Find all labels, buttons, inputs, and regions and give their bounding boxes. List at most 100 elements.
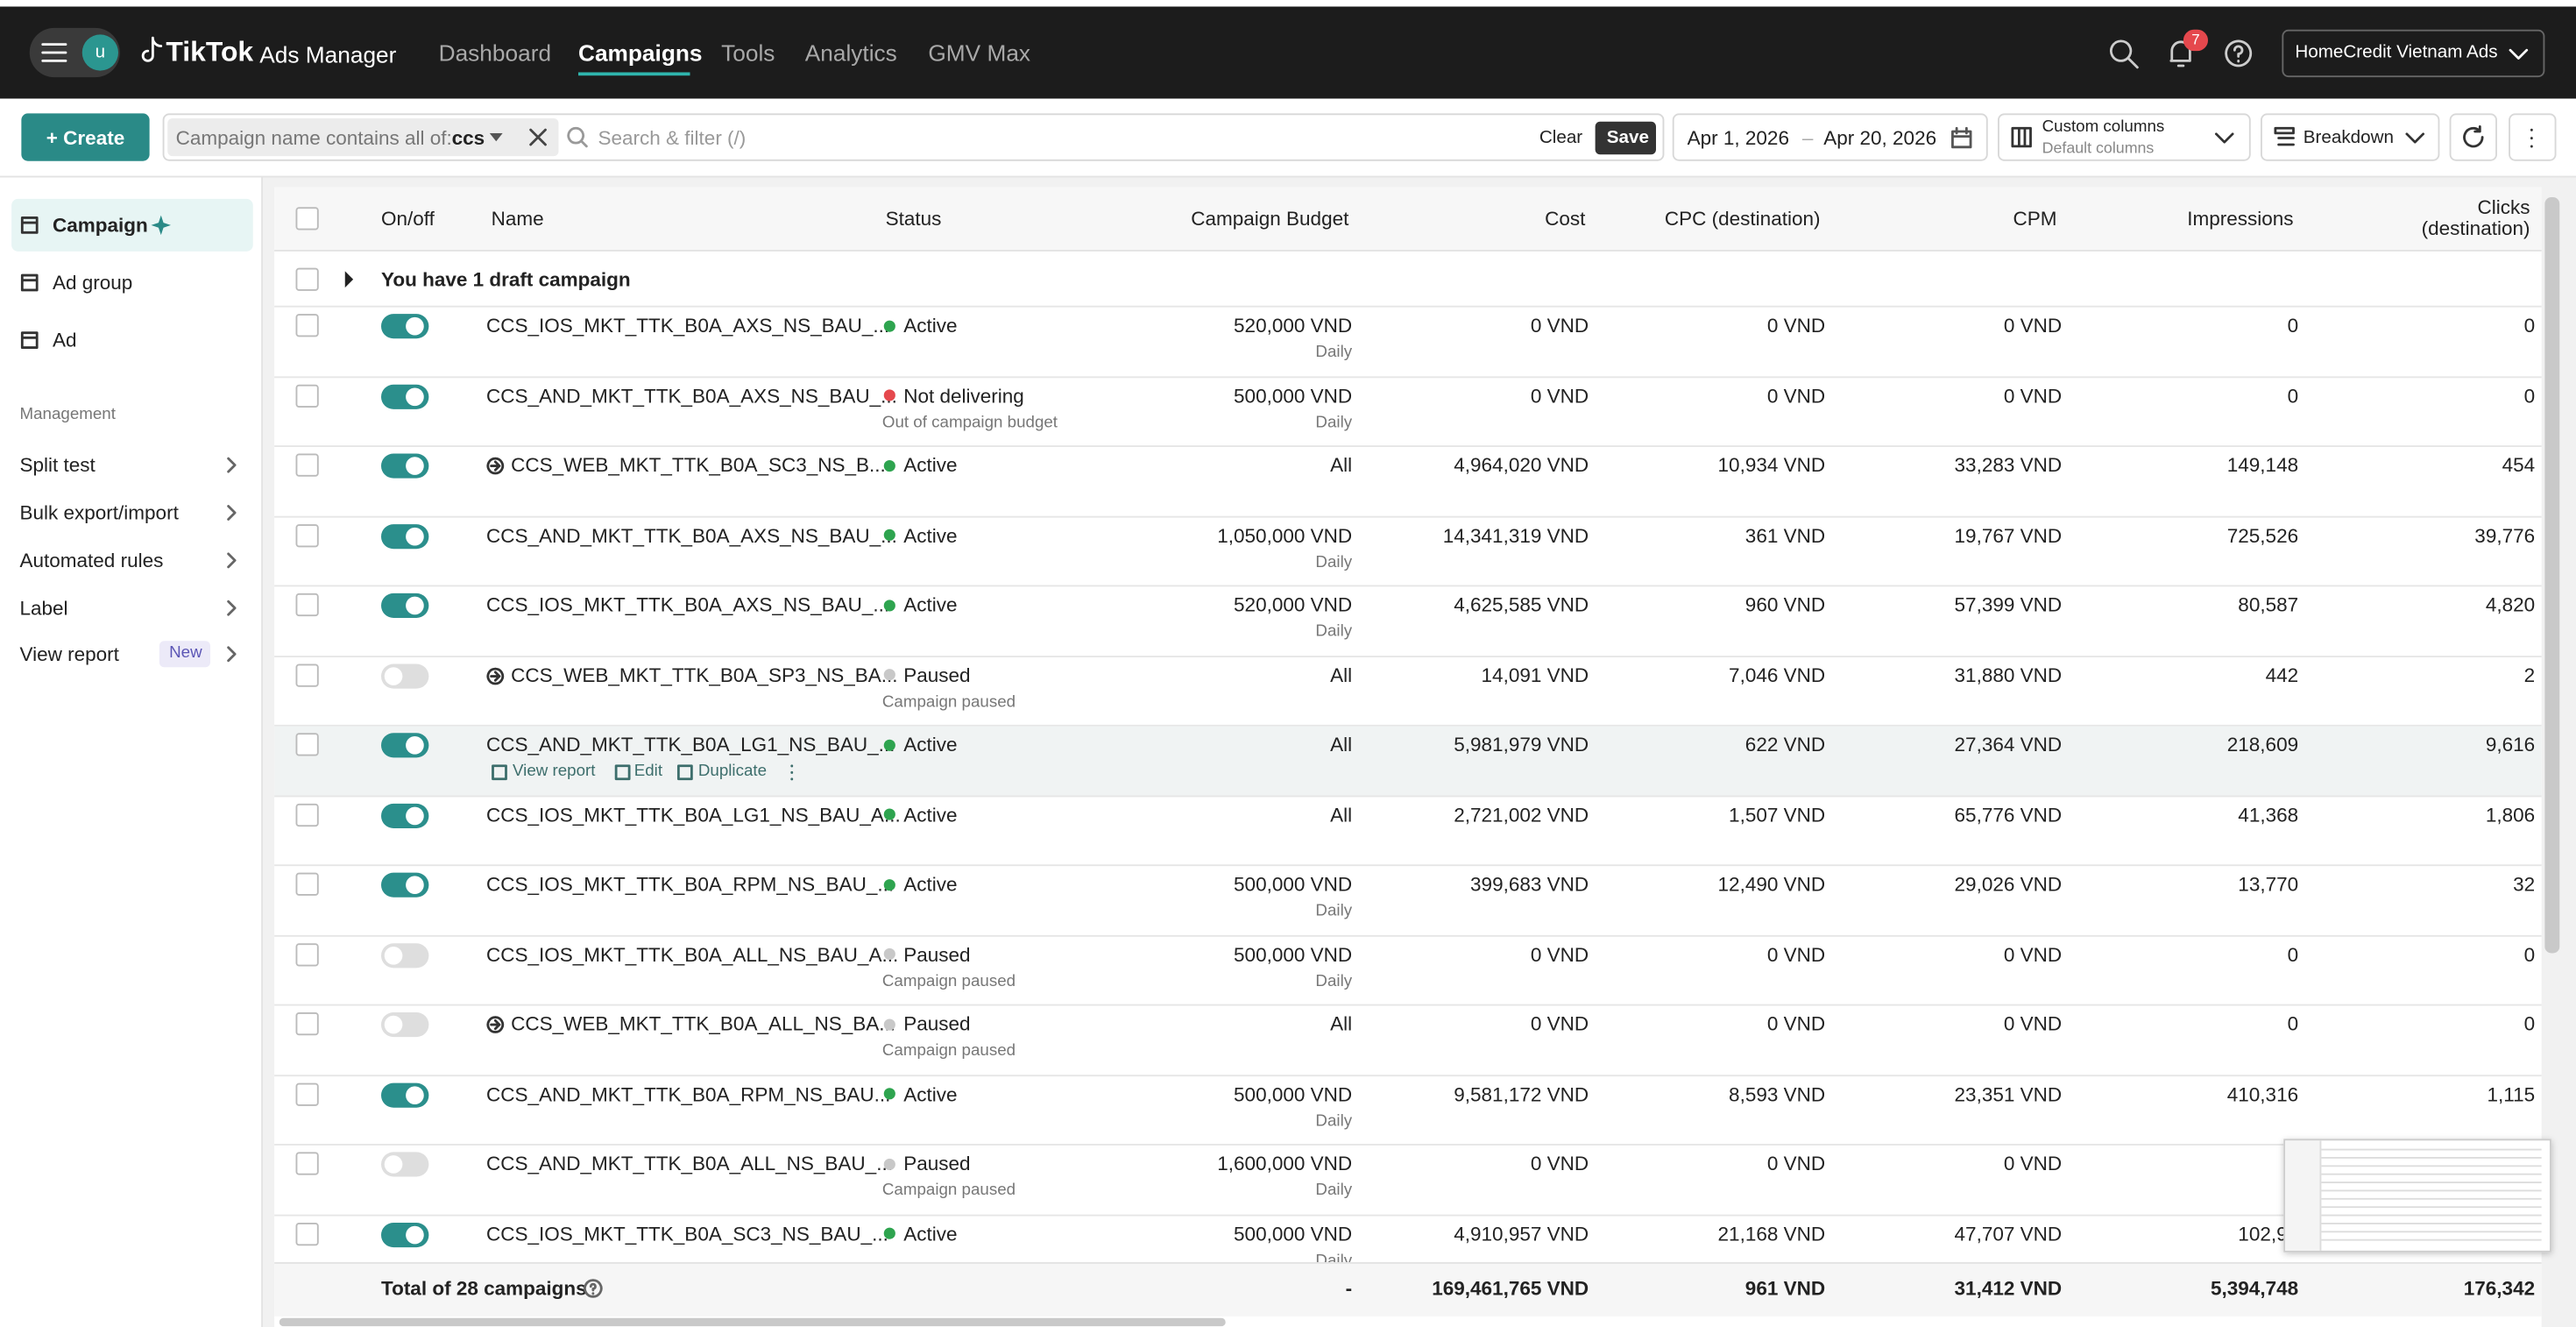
status: Active: [903, 872, 958, 896]
search-field-icon: [567, 126, 588, 148]
campaign-name[interactable]: CCS_IOS_MKT_TTK_B0A_ALL_NS_BAU_A...: [486, 942, 899, 966]
filter-box[interactable]: [162, 113, 1665, 161]
campaign-name[interactable]: CCS_WEB_MKT_TTK_B0A_SP3_NS_BA...: [511, 663, 898, 686]
nav-item[interactable]: Tools: [721, 39, 775, 66]
campaign-name[interactable]: CCS_AND_MKT_TTK_B0A_RPM_NS_BAU...: [486, 1082, 891, 1105]
campaign-name[interactable]: CCS_IOS_MKT_TTK_B0A_SC3_NS_BAU_...: [486, 1222, 888, 1245]
metric-cpc: 960 VND: [1744, 593, 1826, 617]
campaign-name[interactable]: CCS_AND_MKT_TTK_B0A_LG1_NS_BAU_...: [486, 733, 895, 756]
action-icon-shape: [614, 764, 631, 781]
metric-cost: 4,910,957 VND: [1454, 1222, 1589, 1245]
column-header[interactable]: Status: [885, 207, 942, 231]
column-header[interactable]: Impressions: [2187, 207, 2294, 231]
account-selector[interactable]: [2282, 29, 2545, 78]
budget-period: Daily: [1315, 1251, 1353, 1262]
level-item[interactable]: Ad: [53, 329, 77, 352]
column-header[interactable]: Cost: [1545, 207, 1586, 231]
row-checkbox[interactable]: [295, 1012, 319, 1036]
management-item[interactable]: View report: [19, 642, 119, 666]
nav-item[interactable]: GMV Max: [928, 39, 1031, 66]
management-item[interactable]: Split test: [19, 453, 96, 477]
row-action[interactable]: View report: [513, 763, 596, 781]
refresh-icon[interactable]: [2461, 124, 2486, 150]
management-item[interactable]: Automated rules: [19, 549, 164, 572]
row-checkbox[interactable]: [295, 207, 319, 231]
campaign-name[interactable]: CCS_AND_MKT_TTK_B0A_ALL_NS_BAU_...: [486, 1152, 893, 1175]
clear-button[interactable]: Clear: [1539, 128, 1583, 148]
metric-cpc: 0 VND: [1766, 942, 1826, 966]
menu-icon[interactable]: [41, 41, 67, 64]
expand-caret[interactable]: [343, 271, 355, 288]
level-item[interactable]: Campaign: [53, 213, 148, 237]
column-header[interactable]: Campaign Budget: [1191, 207, 1349, 231]
column-header[interactable]: CPC (destination): [1664, 207, 1821, 231]
campaign-name[interactable]: CCS_AND_MKT_TTK_B0A_AXS_NS_BAU_...: [486, 523, 897, 547]
bell-icon[interactable]: [2165, 38, 2197, 69]
column-header[interactable]: CPM: [2013, 207, 2057, 231]
date-range[interactable]: [1672, 113, 1988, 161]
chip-dropdown[interactable]: [489, 132, 503, 143]
tiktok-logo-shape: [141, 36, 163, 62]
row-checkbox[interactable]: [295, 1082, 319, 1105]
row-checkbox[interactable]: [295, 453, 319, 477]
campaign-name[interactable]: CCS_IOS_MKT_TTK_B0A_LG1_NS_BAU_A...: [486, 802, 901, 827]
nav-item[interactable]: Analytics: [804, 39, 897, 66]
row-checkbox[interactable]: [295, 872, 319, 896]
status: Active: [903, 453, 958, 477]
row-checkbox[interactable]: [295, 593, 319, 617]
campaign-name[interactable]: CCS_IOS_MKT_TTK_B0A_RPM_NS_BAU_...: [486, 872, 895, 896]
status: Active: [903, 593, 958, 617]
campaign-name[interactable]: CCS_IOS_MKT_TTK_B0A_AXS_NS_BAU_...: [486, 593, 890, 617]
column-header[interactable]: On/off: [381, 207, 435, 231]
menu-icon-shape: [41, 43, 67, 62]
chip-remove[interactable]: [529, 128, 548, 146]
avatar[interactable]: u: [81, 34, 118, 71]
campaign-name[interactable]: CCS_WEB_MKT_TTK_B0A_ALL_NS_BA...: [511, 1012, 896, 1036]
row-checkbox[interactable]: [295, 267, 319, 291]
campaign-row: [274, 936, 2542, 1006]
refresh-button[interactable]: [2449, 113, 2497, 161]
row-more[interactable]: [789, 764, 796, 781]
column-header[interactable]: Name: [491, 207, 544, 231]
row-action[interactable]: Edit: [633, 763, 663, 781]
web-campaign-icon: [486, 457, 505, 475]
campaign-row: [274, 726, 2542, 797]
row-checkbox[interactable]: [295, 802, 319, 827]
campaign-budget: 500,000 VND: [1234, 1222, 1353, 1245]
row-checkbox[interactable]: [295, 1222, 319, 1245]
row-checkbox[interactable]: [295, 383, 319, 408]
breakdown-button[interactable]: [2261, 113, 2440, 161]
row-checkbox[interactable]: [295, 733, 319, 756]
campaign-name[interactable]: CCS_WEB_MKT_TTK_B0A_SC3_NS_B...: [511, 453, 886, 477]
campaign-name[interactable]: CCS_IOS_MKT_TTK_B0A_AXS_NS_BAU_...: [486, 314, 890, 337]
chevron-down-icon: [2214, 132, 2234, 144]
campaign-name[interactable]: CCS_AND_MKT_TTK_B0A_AXS_NS_BAU_...: [486, 383, 897, 408]
campaign-budget: 500,000 VND: [1234, 383, 1353, 408]
more-button[interactable]: [2509, 113, 2557, 161]
create-button[interactable]: [21, 113, 150, 161]
metric-cpm: 0 VND: [2003, 383, 2063, 408]
save-button[interactable]: [1595, 121, 1656, 155]
thumbnail-line: [2295, 1157, 2542, 1159]
search-placeholder[interactable]: Search & filter (/): [598, 126, 747, 150]
search-icon[interactable]: [2108, 38, 2140, 69]
custom-columns[interactable]: [1998, 113, 2251, 161]
column-header[interactable]: Clicks (destination): [2421, 195, 2530, 240]
management-item[interactable]: Label: [19, 596, 68, 620]
campaign-budget: 500,000 VND: [1234, 942, 1353, 966]
info-icon[interactable]: [584, 1279, 604, 1299]
level-item[interactable]: Ad group: [53, 271, 133, 294]
nav-item[interactable]: Campaigns: [578, 39, 703, 66]
help-icon[interactable]: [2223, 38, 2254, 69]
row-action[interactable]: Duplicate: [697, 763, 768, 781]
management-item[interactable]: Bulk export/import: [19, 500, 179, 525]
chevron-icon-shape: [227, 457, 237, 473]
nav-item[interactable]: Dashboard: [438, 39, 552, 66]
row-checkbox[interactable]: [295, 663, 319, 686]
row-checkbox[interactable]: [295, 314, 319, 337]
row-checkbox[interactable]: [295, 942, 319, 966]
metric-cost: 0 VND: [1530, 1152, 1589, 1175]
row-checkbox[interactable]: [295, 1152, 319, 1175]
more-icon[interactable]: [2529, 126, 2536, 149]
row-checkbox[interactable]: [295, 523, 319, 547]
